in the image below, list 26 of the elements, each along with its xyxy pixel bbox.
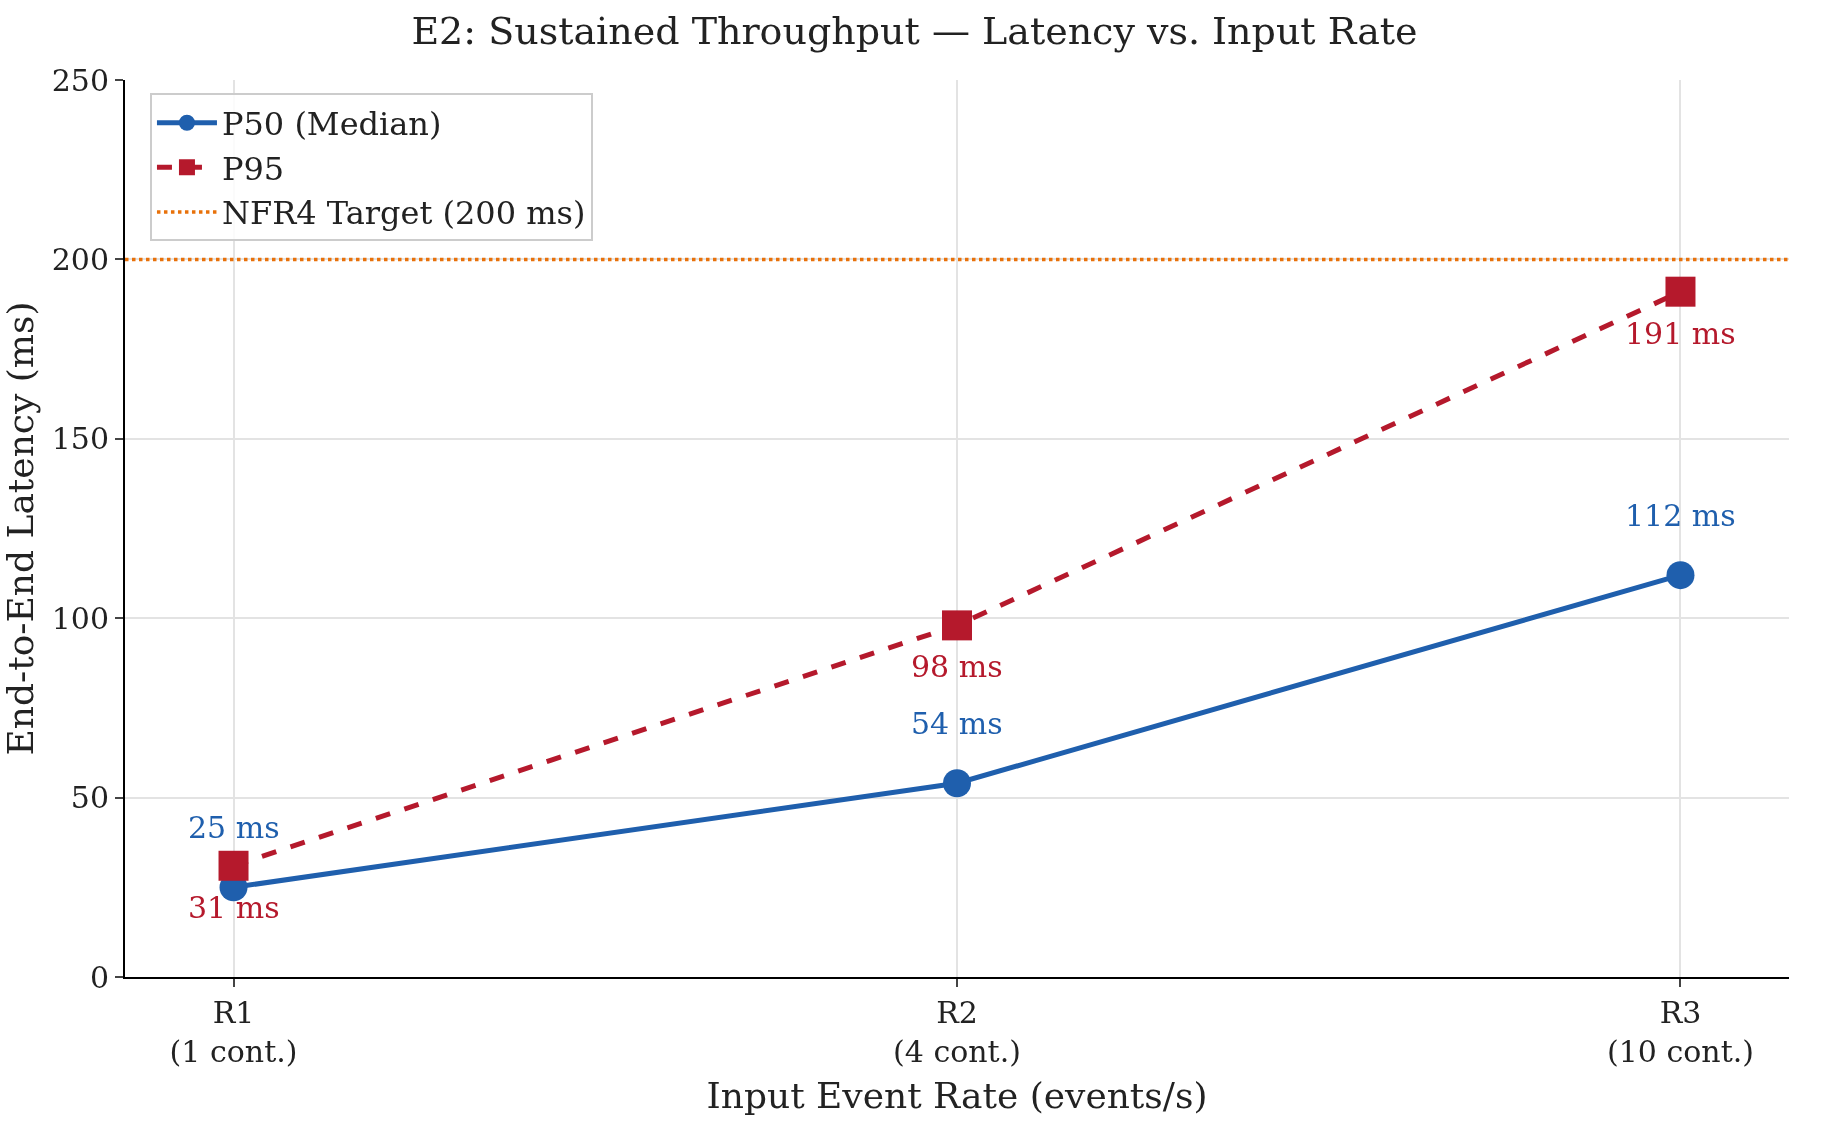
data-label: 112 ms xyxy=(1625,498,1736,533)
point xyxy=(943,769,971,798)
x-axis-title: Input Event Rate (events/s) xyxy=(706,1075,1208,1117)
point xyxy=(1666,561,1695,590)
y-tick-label: 100 xyxy=(51,600,109,636)
y-tick-label: 50 xyxy=(70,780,109,816)
x-tick-label: R3 (10 cont.) xyxy=(1607,995,1754,1069)
y-tick-label: 0 xyxy=(89,959,109,995)
point xyxy=(942,610,972,641)
legend-label: NFR4 Target (200 ms) xyxy=(221,194,586,233)
point xyxy=(218,850,249,881)
x-tick-label: R1 (1 cont.) xyxy=(169,995,298,1069)
y-tick-label: 150 xyxy=(51,421,109,457)
data-label: 191 ms xyxy=(1625,316,1736,351)
point xyxy=(1665,276,1696,307)
data-label: 31 ms xyxy=(188,890,280,925)
legend-label: P95 xyxy=(221,149,285,188)
y-axis-title: End-to-End Latency (ms) xyxy=(0,301,41,756)
data-label: 54 ms xyxy=(911,706,1003,741)
data-label: 98 ms xyxy=(911,649,1003,684)
legend-label: P50 (Median) xyxy=(221,105,442,144)
y-tick-label: 250 xyxy=(51,62,109,98)
data-label: 25 ms xyxy=(188,810,280,845)
y-tick-label: 200 xyxy=(51,241,109,277)
x-tick-label: R2 (4 cont.) xyxy=(893,995,1021,1069)
chart-title: E2: Sustained Throughput — Latency vs. Input Rate xyxy=(411,8,1418,53)
